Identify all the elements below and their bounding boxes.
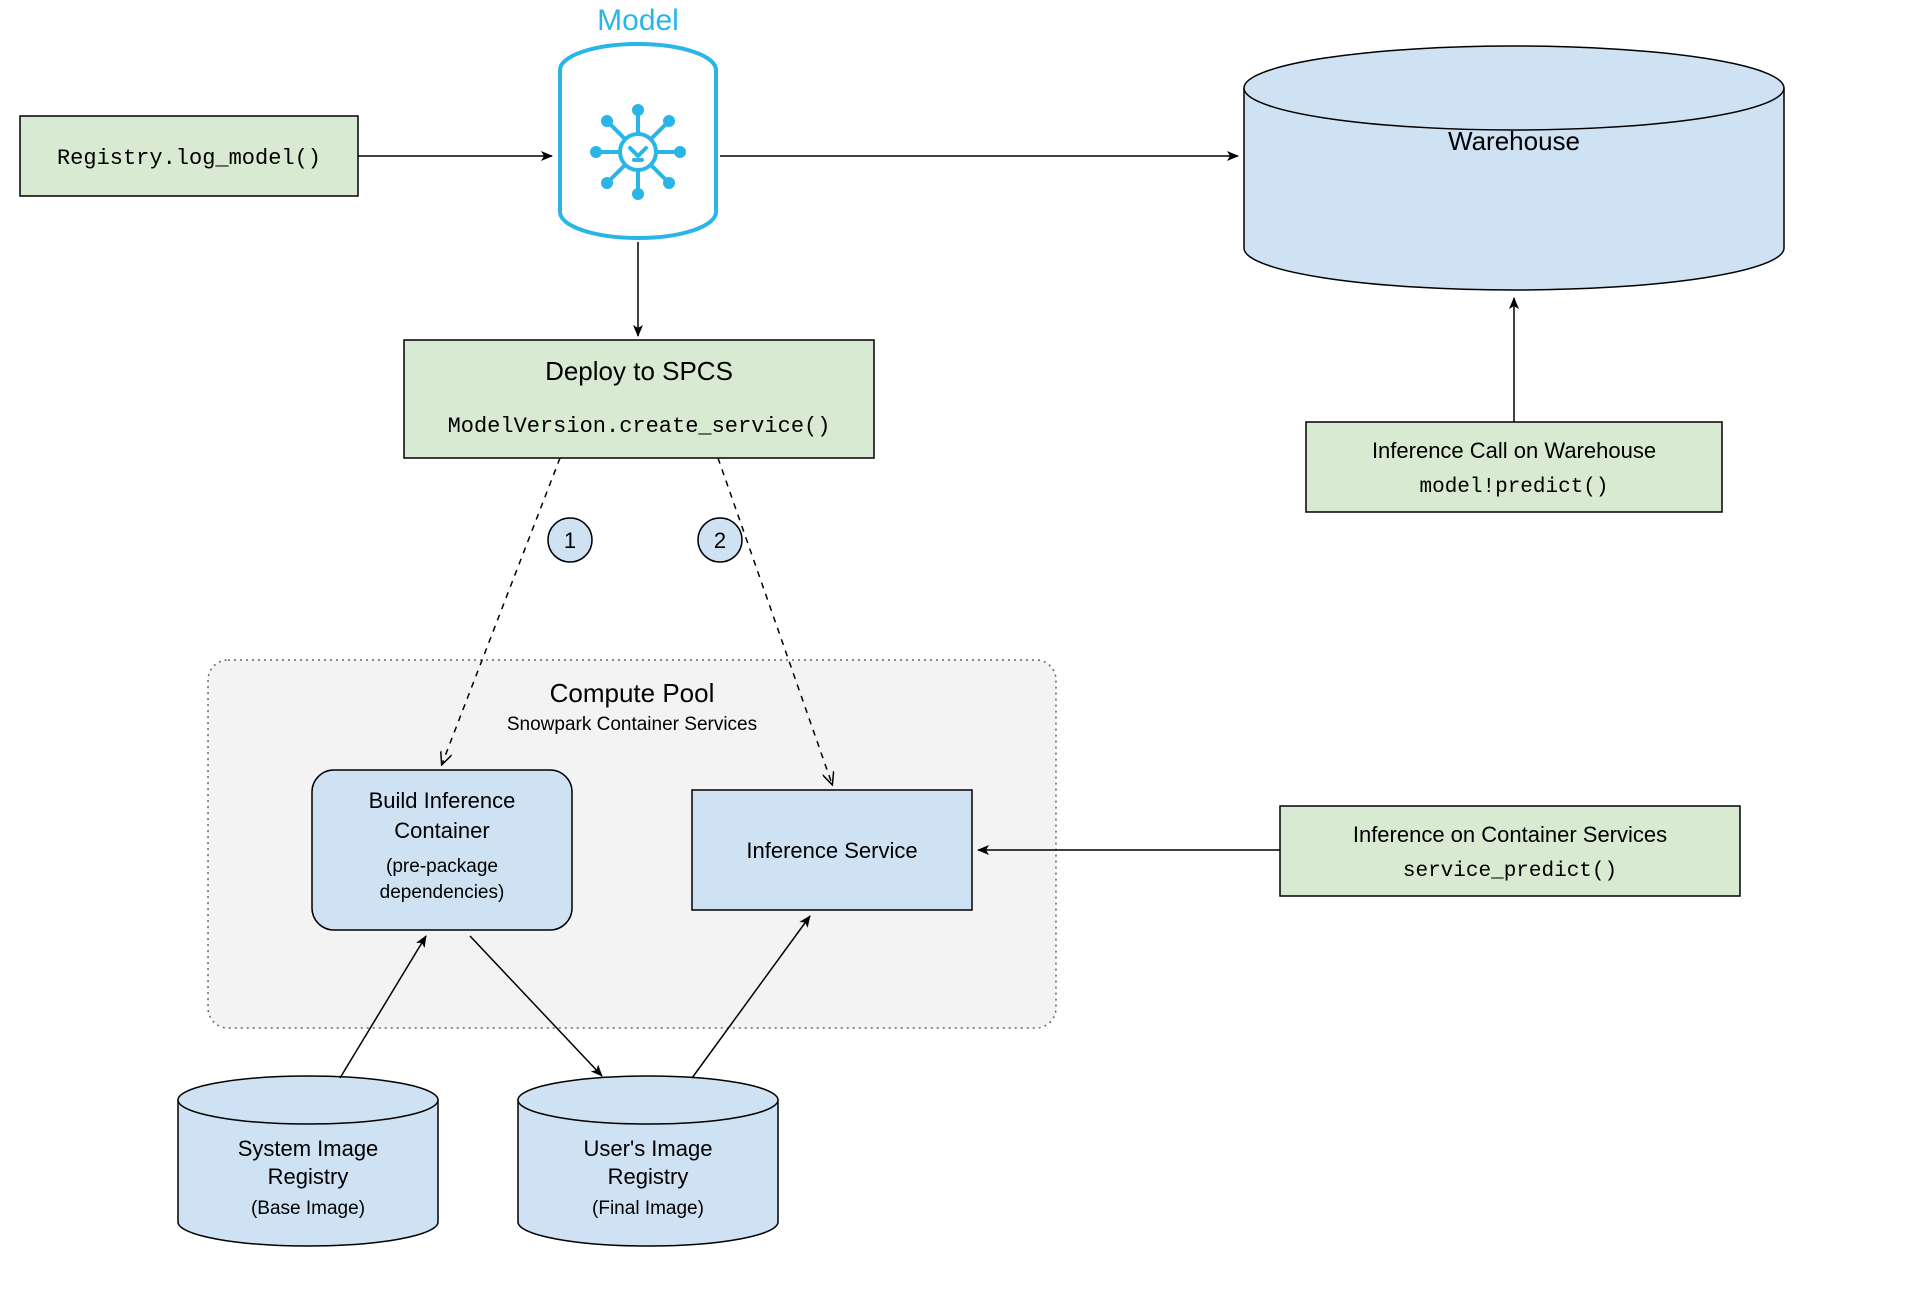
inference-warehouse-code: model!predict() (1419, 476, 1608, 499)
build-inference-sub1: (pre-package (386, 856, 498, 877)
user-image-registry: User's Image Registry (Final Image) (518, 1076, 778, 1246)
user-registry-title1: User's Image (584, 1136, 713, 1161)
deploy-spcs-title: Deploy to SPCS (545, 356, 733, 386)
compute-pool-subtitle: Snowpark Container Services (507, 714, 757, 735)
badge-1-text: 1 (564, 528, 576, 553)
compute-pool-title: Compute Pool (550, 678, 715, 708)
warehouse-label: Warehouse (1448, 126, 1580, 156)
deploy-spcs-code: ModelVersion.create_service() (448, 414, 831, 439)
system-image-registry: System Image Registry (Base Image) (178, 1076, 438, 1246)
user-registry-title2: Registry (608, 1164, 689, 1189)
registry-log-model-code: Registry.log_model() (57, 146, 321, 171)
build-inference-title1: Build Inference (369, 788, 516, 813)
inference-warehouse-title: Inference Call on Warehouse (1372, 438, 1656, 463)
inference-cs-code: service_predict() (1403, 860, 1617, 883)
architecture-diagram: Registry.log_model() Model Warehouse (0, 0, 1932, 1290)
model-title: Model (597, 4, 679, 37)
system-registry-sub: (Base Image) (251, 1198, 365, 1219)
warehouse-cylinder: Warehouse (1244, 46, 1784, 290)
inference-service-title: Inference Service (746, 838, 917, 863)
build-inference-sub2: dependencies) (380, 882, 505, 903)
system-registry-title1: System Image (238, 1136, 379, 1161)
inference-cs-title: Inference on Container Services (1353, 822, 1667, 847)
build-inference-title2: Container (394, 818, 489, 843)
system-registry-title2: Registry (268, 1164, 349, 1189)
badge-2-text: 2 (714, 528, 726, 553)
user-registry-sub: (Final Image) (592, 1198, 704, 1219)
model-cylinder (560, 44, 716, 238)
